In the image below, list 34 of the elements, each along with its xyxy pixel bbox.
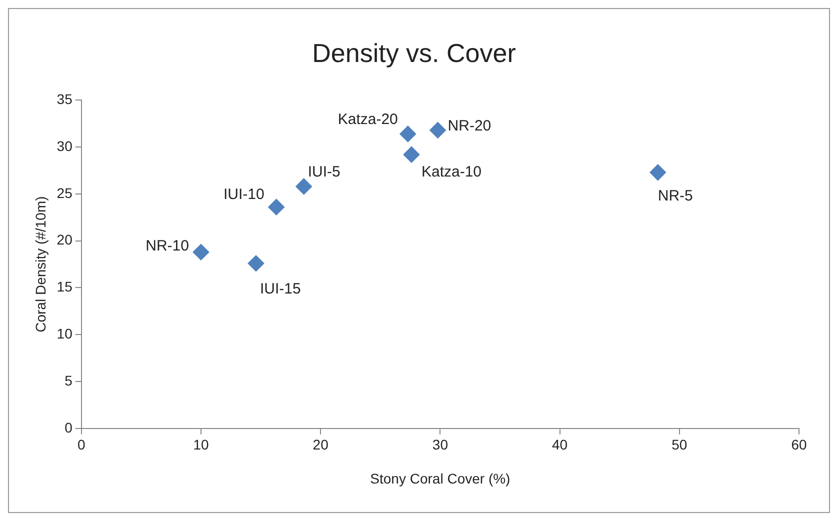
x-tick-label: 40 xyxy=(552,436,568,453)
y-axis-title: Coral Density (#/10m) xyxy=(32,196,48,332)
point xyxy=(248,255,264,272)
y-tick-label: 0 xyxy=(64,419,73,436)
chart-title: Density vs. Cover xyxy=(312,38,516,68)
point xyxy=(403,146,420,163)
y-tick-label: 20 xyxy=(56,232,73,248)
y-tick-label: 5 xyxy=(64,372,73,388)
annotation: IUI-10 xyxy=(223,186,264,204)
point xyxy=(430,122,446,138)
y-tick-label: 15 xyxy=(56,278,73,295)
x-tick-label: 0 xyxy=(77,436,86,453)
x-tick-label: 30 xyxy=(432,436,448,453)
annotation: NR-10 xyxy=(146,237,189,254)
annotation: Katza-20 xyxy=(338,111,398,128)
x-tick-label: 50 xyxy=(672,436,688,453)
y-tick-label: 30 xyxy=(56,138,73,154)
x-tick-label: 10 xyxy=(193,436,209,453)
y-tick-label: 25 xyxy=(56,184,73,201)
point xyxy=(400,126,416,142)
annotation: IUI-15 xyxy=(260,280,301,298)
annotation: NR-5 xyxy=(658,188,693,205)
x-tick-label: 60 xyxy=(791,436,807,453)
point xyxy=(296,178,312,194)
y-tick-label: 10 xyxy=(56,325,73,342)
y-tick-label: 35 xyxy=(56,91,73,108)
point xyxy=(650,164,666,180)
point xyxy=(192,244,209,260)
x-axis-title: Stony Coral Cover (%) xyxy=(370,470,510,486)
annotation: IUI-5 xyxy=(308,164,340,181)
annotation: Katza-10 xyxy=(421,164,482,181)
point xyxy=(268,199,284,216)
annotation: NR-20 xyxy=(448,117,492,134)
x-tick-label: 20 xyxy=(312,436,329,453)
